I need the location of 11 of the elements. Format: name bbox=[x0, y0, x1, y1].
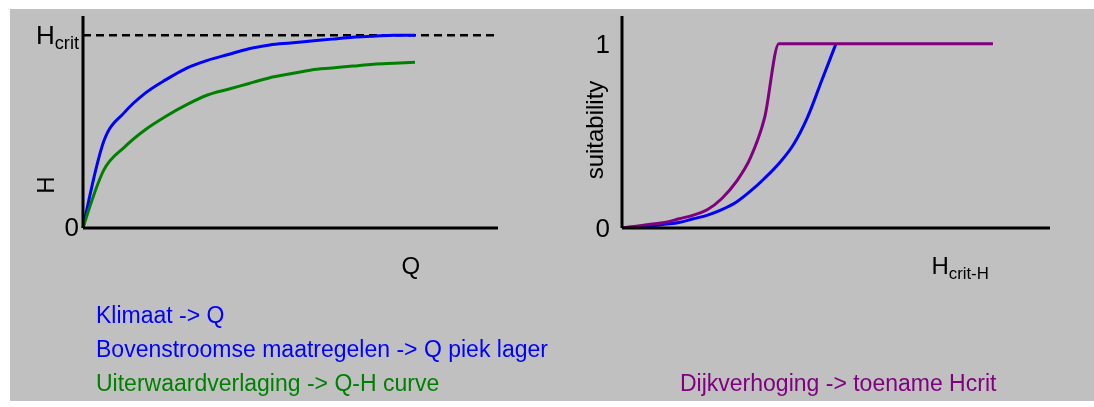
text: Dijkverhoging -> toename Hcrit bbox=[680, 370, 997, 397]
ref-line-label: H$_{crit}$ bbox=[35, 20, 79, 54]
text: 0 bbox=[64, 212, 79, 242]
y-axis-title: suitability bbox=[581, 80, 609, 180]
y-tick-label: 1 bbox=[595, 28, 610, 59]
text: Klimaat -> Q bbox=[96, 302, 225, 329]
x-axis-title: H$_{crit-H}$ bbox=[931, 252, 989, 284]
text: Bovenstroomse maatregelen -> Q piek lager bbox=[96, 336, 548, 363]
text: Uiterwaardverlaging -> Q-H curve bbox=[96, 370, 440, 397]
x-axis-title: Q bbox=[401, 252, 421, 279]
y-axis-title: H bbox=[32, 176, 60, 194]
